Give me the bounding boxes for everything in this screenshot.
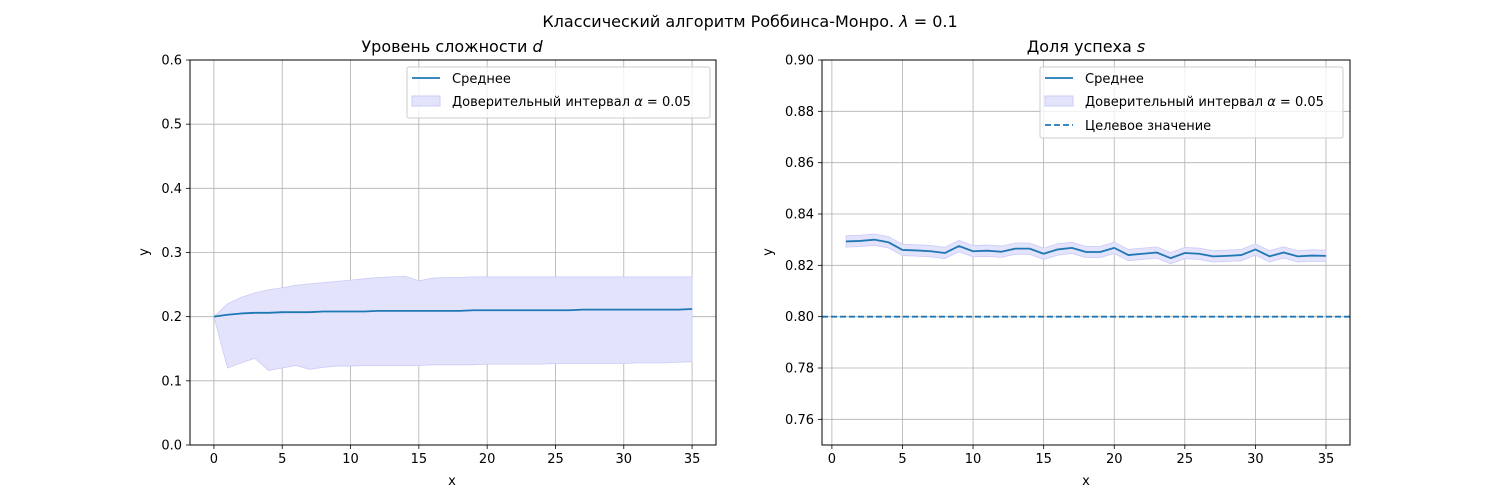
chart-difficulty-title-text: Уровень сложности <box>361 37 532 56</box>
y-tick-label: 0.5 <box>161 118 182 133</box>
x-tick-label: 35 <box>684 452 701 467</box>
mean-line <box>845 238 1327 260</box>
y-axis-label: y <box>761 248 776 256</box>
x-axis-label: x <box>448 474 456 489</box>
legend-mean-label: Среднее <box>452 72 511 87</box>
x-tick-label: 25 <box>547 452 564 467</box>
y-tick-label: 0.86 <box>785 156 814 171</box>
legend-box <box>1039 66 1344 139</box>
x-tick-label: 0 <box>828 452 836 467</box>
legend-ci-value: = 0.05 <box>643 95 691 110</box>
y-tick-label: 0.76 <box>785 413 814 428</box>
x-tick-label: 10 <box>342 452 359 467</box>
x-tick-label: 30 <box>1247 452 1264 467</box>
legend-ci-value: = 0.05 <box>1276 95 1324 110</box>
mean-series-line <box>213 308 693 318</box>
legend: Среднее Доверительный интервал α = 0.05 … <box>1039 66 1344 139</box>
x-tick-label: 5 <box>898 452 906 467</box>
x-tick-label: 20 <box>479 452 496 467</box>
x-tick-label: 35 <box>1318 452 1335 467</box>
legend-ci-alpha: α <box>1267 95 1276 110</box>
chart-difficulty-title: Уровень сложности d <box>361 37 543 56</box>
y-tick-label: 0.2 <box>161 310 182 325</box>
x-tick-label: 10 <box>965 452 982 467</box>
chart-difficulty: Уровень сложности d 0 5 10 15 20 25 30 35 0.00.… <box>137 37 717 489</box>
chart-success-title-text: Доля успеха <box>1027 37 1137 56</box>
legend: Среднее Доверительный интервал α = 0.05 <box>406 66 711 119</box>
x-tick-label: 0 <box>210 452 218 467</box>
y-axis-label: y <box>137 248 152 256</box>
figure-suptitle: Классический алгоритм Роббинса-Монро. λ … <box>542 12 957 31</box>
chart-success-title-var: s <box>1137 37 1145 56</box>
axes-frame <box>821 59 1351 446</box>
legend-ci-swatch <box>1044 95 1074 107</box>
x-tick-label: 15 <box>1035 452 1052 467</box>
confidence-band-area <box>213 275 693 371</box>
y-tick-label: 0.88 <box>785 105 814 120</box>
legend-target-label: Целевое значение <box>1085 119 1211 134</box>
confidence-band <box>213 275 693 371</box>
y-tick-label: 0.6 <box>161 54 182 69</box>
y-tick-label: 0.84 <box>785 208 814 223</box>
suptitle-lambda: λ <box>898 12 908 31</box>
confidence-band-area <box>845 233 1327 265</box>
axes-border <box>821 59 1351 446</box>
chart-difficulty-title-var: d <box>532 37 543 56</box>
x-axis-label: x <box>1082 474 1090 489</box>
chart-success-title: Доля успеха s <box>1027 37 1146 56</box>
y-tick-label: 0.82 <box>785 259 814 274</box>
suptitle-text: Классический алгоритм Роббинса-Монро. <box>542 12 899 31</box>
x-ticks: 0 5 10 15 20 25 30 35 <box>210 445 701 467</box>
x-tick-label: 30 <box>616 452 633 467</box>
y-tick-label: 0.90 <box>785 54 814 69</box>
legend-ci-text: Доверительный интервал <box>1085 95 1267 110</box>
legend-ci-text: Доверительный интервал <box>452 95 634 110</box>
x-tick-label: 25 <box>1177 452 1194 467</box>
y-ticks: 0.76 0.78 0.80 0.82 0.84 0.86 0.88 0.90 <box>785 54 822 428</box>
legend-ci-label: Доверительный интервал α = 0.05 <box>1085 95 1324 110</box>
y-tick-label: 0.3 <box>161 246 182 261</box>
x-tick-label: 5 <box>278 452 286 467</box>
legend-mean-label: Среднее <box>1085 72 1144 87</box>
y-tick-label: 0.4 <box>161 182 182 197</box>
mean-line <box>213 308 693 318</box>
mean-series-line <box>845 238 1327 260</box>
suptitle-value: = 0.1 <box>909 12 958 31</box>
y-tick-label: 0.80 <box>785 310 814 325</box>
y-tick-label: 0.1 <box>161 374 182 389</box>
confidence-band <box>845 233 1327 265</box>
legend-ci-alpha: α <box>634 95 643 110</box>
x-tick-label: 20 <box>1106 452 1123 467</box>
y-tick-label: 0.0 <box>161 439 182 454</box>
legend-ci-label: Доверительный интервал α = 0.05 <box>452 95 691 110</box>
legend-ci-swatch <box>411 95 441 107</box>
x-tick-label: 15 <box>411 452 428 467</box>
y-ticks: 0.0 0.1 0.2 0.3 0.4 0.5 0.6 <box>161 54 190 454</box>
legend-box <box>406 66 711 119</box>
chart-success-rate: Доля успеха s 0 5 10 15 20 25 30 35 0.76 0.78 0.8… <box>761 37 1351 489</box>
y-tick-label: 0.78 <box>785 362 814 377</box>
x-ticks: 0 5 10 15 20 25 30 35 <box>828 445 1335 467</box>
